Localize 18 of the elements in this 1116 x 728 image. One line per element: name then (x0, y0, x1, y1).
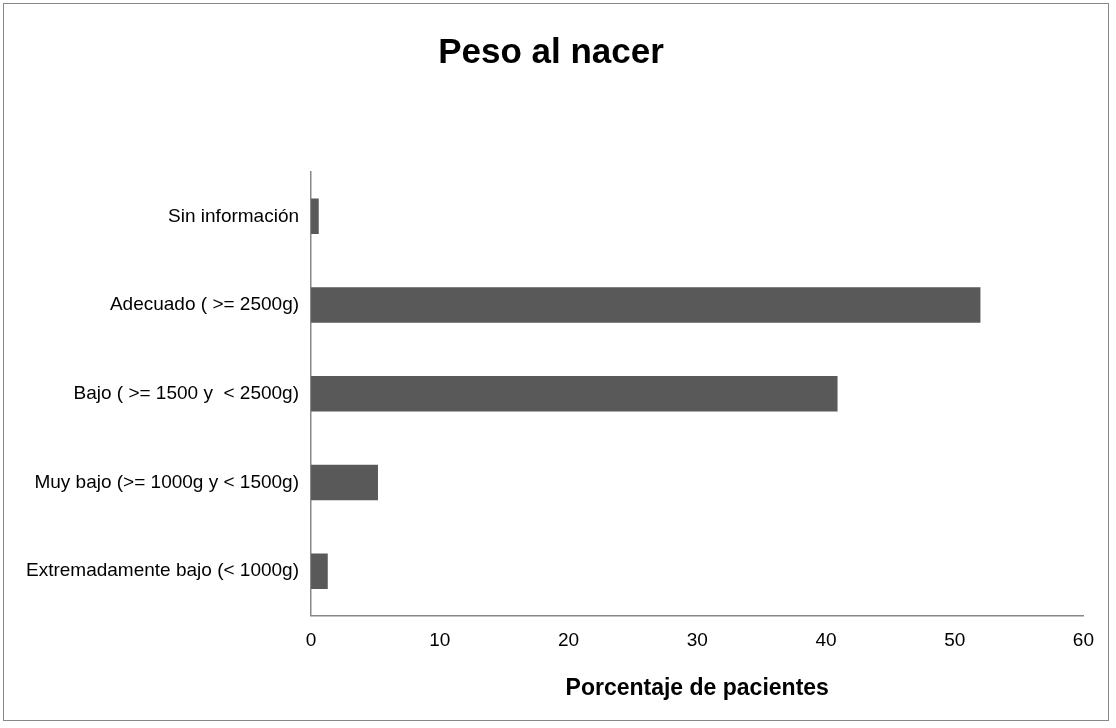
y-tick-label: Adecuado ( >= 2500g) (109, 293, 300, 315)
y-tick-label: Muy bajo (>= 1000g y < 1500g) (34, 470, 300, 492)
x-tick-label: 50 (944, 629, 966, 651)
x-tick-label: 30 (686, 629, 708, 651)
bar (311, 464, 378, 501)
y-tick-label: Sin información (168, 204, 300, 226)
bar (311, 376, 838, 412)
chart-title: Peso al nacer (438, 30, 665, 70)
bar (311, 287, 981, 323)
x-tick-label: 0 (305, 629, 317, 651)
x-tick-label: 60 (1072, 629, 1094, 651)
x-tick-label: 10 (429, 629, 451, 651)
y-tick-label: Extremadamente bajo (< 1000g) (25, 559, 300, 581)
x-axis-title: Porcentaje de pacientes (565, 673, 829, 700)
bar (311, 553, 328, 589)
x-tick-label: 40 (815, 629, 837, 651)
y-tick-label: Bajo ( >= 1500 y < 2500g) (73, 382, 300, 404)
x-tick-label: 20 (557, 629, 580, 651)
